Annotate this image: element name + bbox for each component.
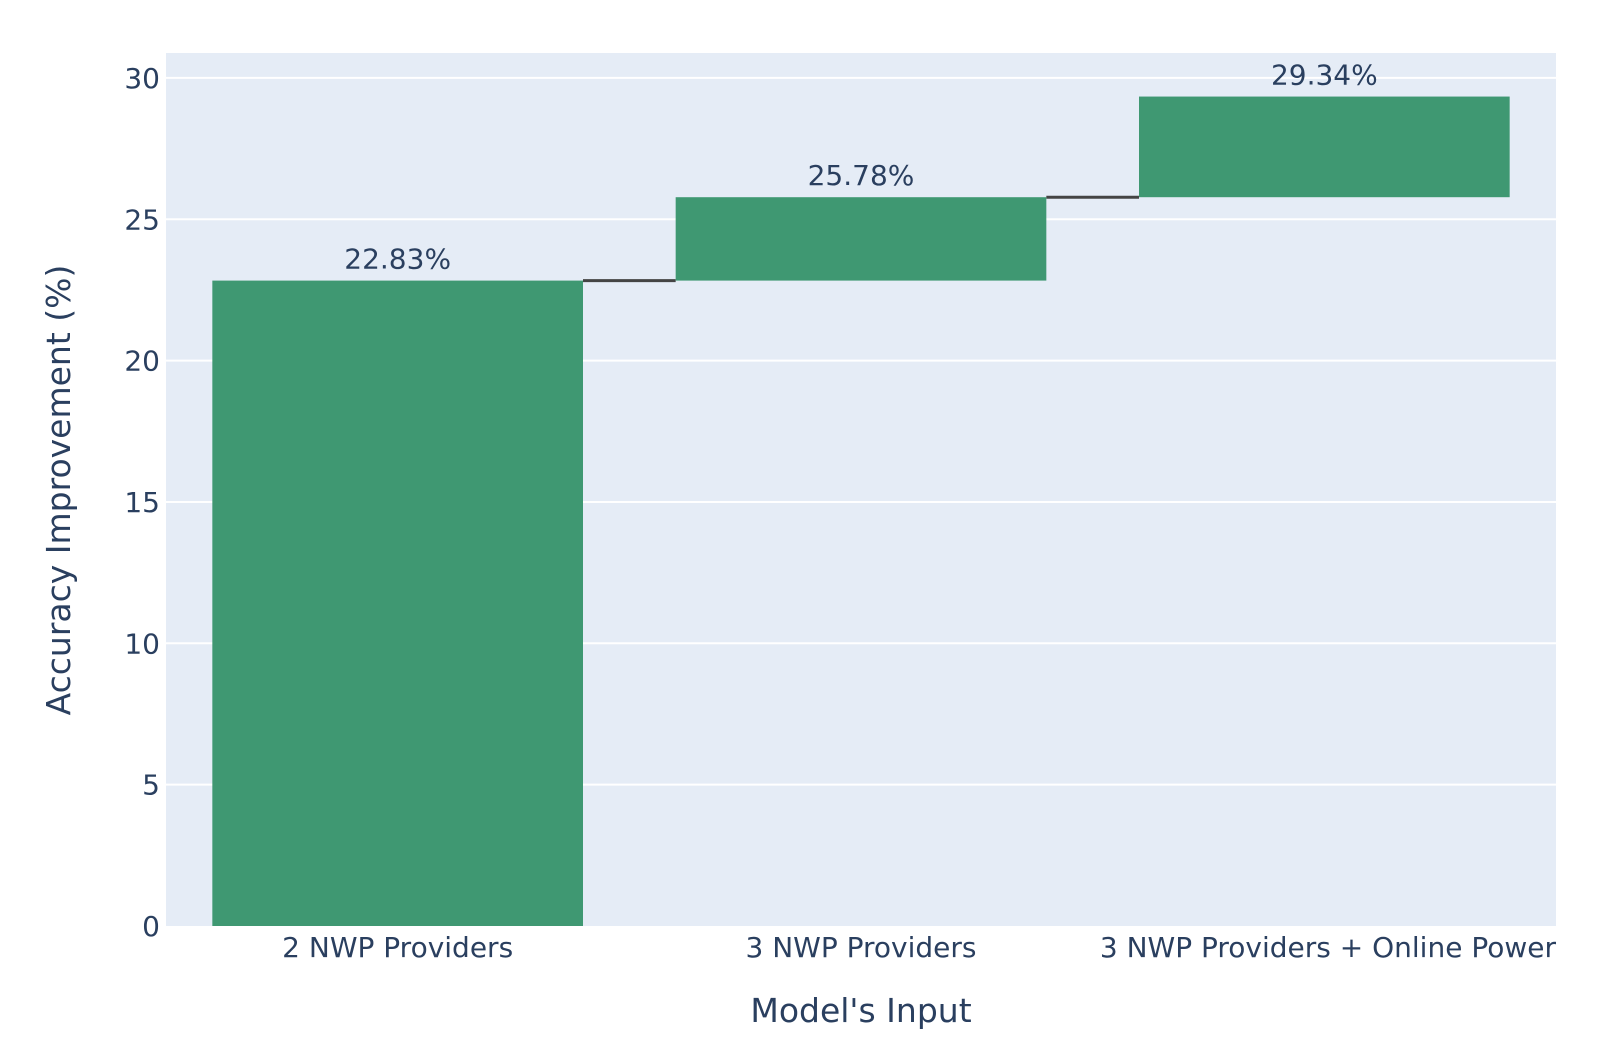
waterfall-bar xyxy=(1139,96,1510,198)
data-labels: 22.83% 25.78% 29.34% xyxy=(344,59,1377,276)
y-tick-label: 10 xyxy=(124,627,160,660)
connectors xyxy=(583,195,1139,283)
x-tick-label: 3 NWP Providers xyxy=(746,931,977,964)
y-axis-title: Accuracy Improvement (%) xyxy=(39,265,78,716)
y-tick-label: 25 xyxy=(124,203,160,236)
waterfall-bar xyxy=(675,197,1047,281)
waterfall-bar xyxy=(212,280,584,926)
x-tick-labels: 2 NWP Providers 3 NWP Providers 3 NWP Prov… xyxy=(282,931,1556,964)
x-tick-label: 2 NWP Providers xyxy=(282,931,513,964)
bar-data-label: 25.78% xyxy=(808,159,915,192)
bar-data-label: 22.83% xyxy=(344,243,451,276)
y-tick-labels: 0 5 10 15 20 25 30 xyxy=(124,62,160,943)
y-tick-label: 0 xyxy=(142,910,160,943)
x-tick-label: 3 NWP Providers + Online Power xyxy=(1100,931,1557,964)
y-tick-label: 20 xyxy=(124,345,160,378)
y-tick-label: 5 xyxy=(142,769,160,802)
bars xyxy=(212,96,1510,926)
bar-data-label: 29.34% xyxy=(1271,59,1378,92)
x-axis-title: Model's Input xyxy=(750,991,971,1030)
y-tick-label: 15 xyxy=(124,486,160,519)
y-tick-label: 30 xyxy=(124,62,160,95)
